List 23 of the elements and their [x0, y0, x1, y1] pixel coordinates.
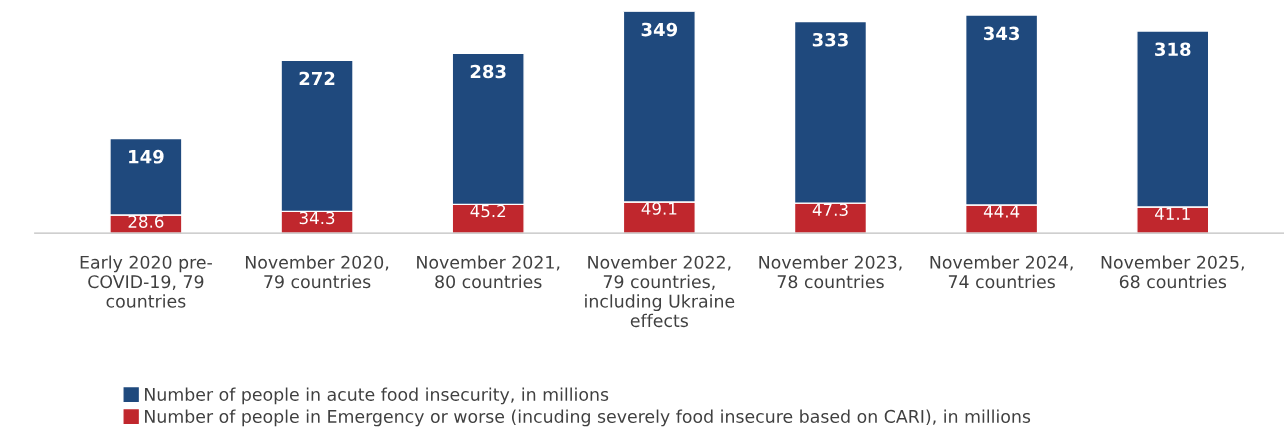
x-tick-label: November 2023, 78 countries	[759, 255, 902, 289]
legend-label: Number of people in acute food insecurity, in millions	[145, 387, 609, 405]
total-label: 349	[641, 22, 678, 37]
data-label: 47.3	[812, 203, 848, 216]
total-label: 149	[129, 149, 164, 164]
data-label: 44.4	[983, 205, 1020, 218]
x-tick-label: November 2022, 79 countries, including Ukraine effects	[585, 255, 735, 328]
data-label: 49.1	[641, 202, 677, 215]
legend-label: Number of people in Emergency or worse (incuding severely food insecure based on CARI), in millions	[145, 409, 1031, 427]
total-label: 272	[299, 71, 335, 86]
data-label: 34.3	[299, 211, 335, 225]
total-label: 318	[1155, 42, 1191, 57]
data-label: 41.1	[1155, 207, 1190, 220]
x-tick-label: November 2020, 79 countries	[245, 255, 389, 289]
total-label: 343	[983, 26, 1020, 41]
data-label: 45.2	[470, 204, 506, 218]
x-tick-label: November 2025, 68 countries	[1101, 255, 1244, 289]
x-tick-label: Early 2020 pre- COVID-19, 79 countries	[80, 255, 212, 308]
data-label: 28.6	[128, 215, 164, 228]
total-label: 283	[470, 64, 506, 79]
x-tick-label: November 2021, 80 countries	[417, 255, 560, 289]
total-label: 333	[812, 32, 848, 47]
x-tick-label: November 2024, 74 countries	[930, 255, 1073, 289]
